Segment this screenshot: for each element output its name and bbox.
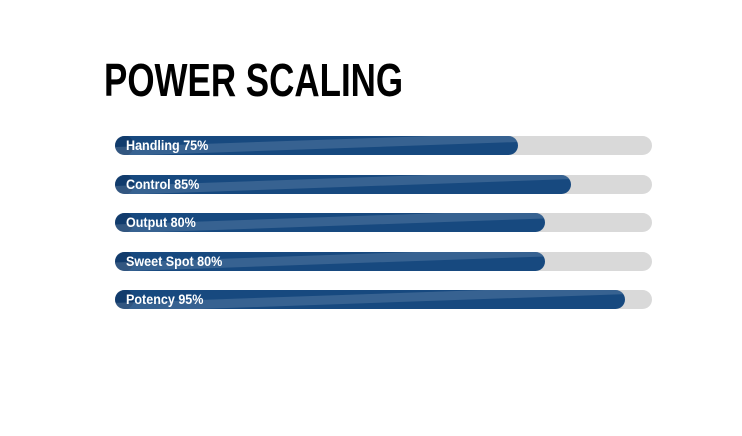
bar-fill: Potency 95% [115,290,626,309]
bar-fill: Sweet Spot 80% [115,251,545,271]
bar-label: Potency 95% [126,292,204,307]
bar-label: Handling 75% [126,138,209,153]
bar-track: Handling 75% [115,136,652,155]
bar-track: Sweet Spot 80% [115,251,652,271]
bar-fill: Handling 75% [115,136,518,155]
bar-fill: Control 85% [115,174,572,194]
bar-left-cap-shade [115,290,134,309]
bar-row-sweet-spot: Sweet Spot 80% [115,251,652,271]
bar-label: Sweet Spot 80% [126,253,223,269]
bar-label: Output 80% [126,215,196,230]
bar-left-cap-shade [115,136,134,155]
bar-row-handling: Handling 75% [115,136,652,155]
bar-label: Control 85% [126,176,200,192]
bar-left-cap-shade [115,174,134,194]
bar-track: Control 85% [115,174,652,194]
bar-track: Output 80% [115,213,652,232]
bar-row-potency: Potency 95% [115,290,652,309]
bar-track: Potency 95% [115,290,652,309]
bar-left-cap-shade [115,213,134,232]
chart-title: POWER SCALING [104,54,404,106]
bar-row-output: Output 80% [115,213,652,232]
bar-fill: Output 80% [115,213,545,232]
bar-left-cap-shade [115,251,134,271]
bar-row-control: Control 85% [115,174,652,194]
